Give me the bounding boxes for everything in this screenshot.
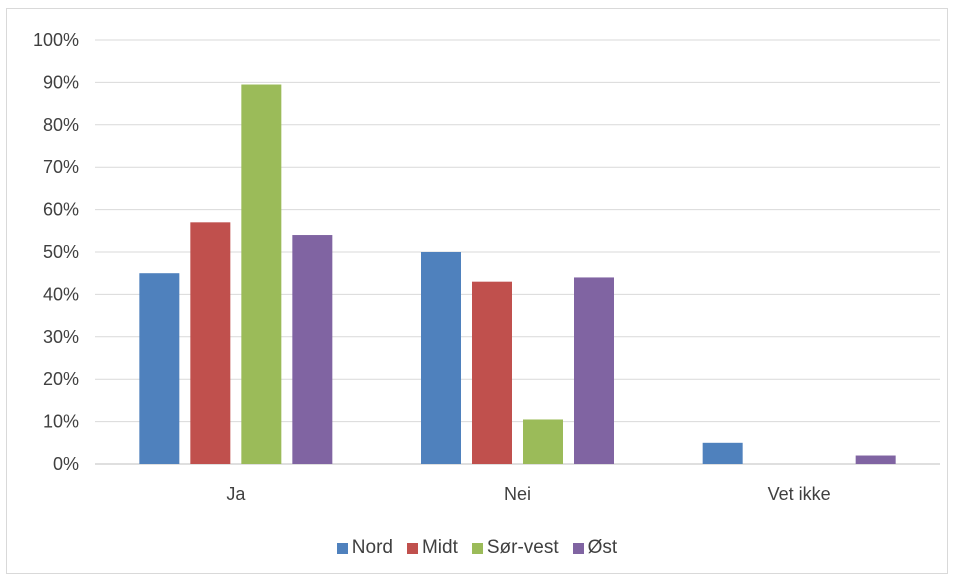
legend-label: Sør-vest [486, 537, 559, 558]
bar [702, 442, 743, 464]
bar [855, 455, 896, 464]
x-tick-label: Vet ikke [768, 484, 831, 504]
legend-label: Midt [421, 537, 458, 558]
gridlines [95, 39, 940, 465]
legend-swatch [336, 542, 348, 554]
y-tick-label: 100% [33, 30, 79, 50]
y-tick-label: 50% [43, 242, 79, 262]
legend-item: Sør-vest [471, 537, 559, 559]
y-tick-label: 90% [43, 72, 79, 92]
legend-item: Øst [572, 537, 618, 559]
y-tick-label: 70% [43, 157, 79, 177]
x-tick-label: Ja [226, 484, 246, 504]
y-axis: 0% 10% 20% 30% 40% 50% 60% 70% 80% 90% 100% [33, 30, 79, 474]
bar [241, 84, 282, 465]
bars [139, 84, 896, 465]
x-tick-label: Nei [504, 484, 531, 504]
y-tick-label: 0% [53, 454, 79, 474]
legend-swatch [406, 542, 418, 554]
bar [472, 281, 512, 464]
legend-item: Nord [336, 537, 393, 559]
y-tick-label: 20% [43, 369, 79, 389]
y-tick-label: 40% [43, 284, 79, 304]
bar [421, 252, 461, 464]
legend-label: Nord [351, 537, 393, 558]
x-axis: Ja Nei Vet ikke [226, 484, 830, 504]
bar [190, 222, 231, 464]
bar [574, 277, 614, 464]
legend-swatch [471, 542, 483, 554]
y-tick-label: 80% [43, 115, 79, 135]
legend-item: Midt [406, 537, 458, 559]
bar [523, 419, 563, 464]
y-tick-label: 10% [43, 412, 79, 432]
y-tick-label: 60% [43, 200, 79, 220]
bar [139, 273, 180, 464]
legend-label: Øst [587, 537, 618, 558]
bar [292, 235, 333, 464]
y-tick-label: 30% [43, 327, 79, 347]
legend-swatch [572, 542, 584, 554]
legend: Nord Midt Sør-vest Øst [0, 537, 954, 559]
